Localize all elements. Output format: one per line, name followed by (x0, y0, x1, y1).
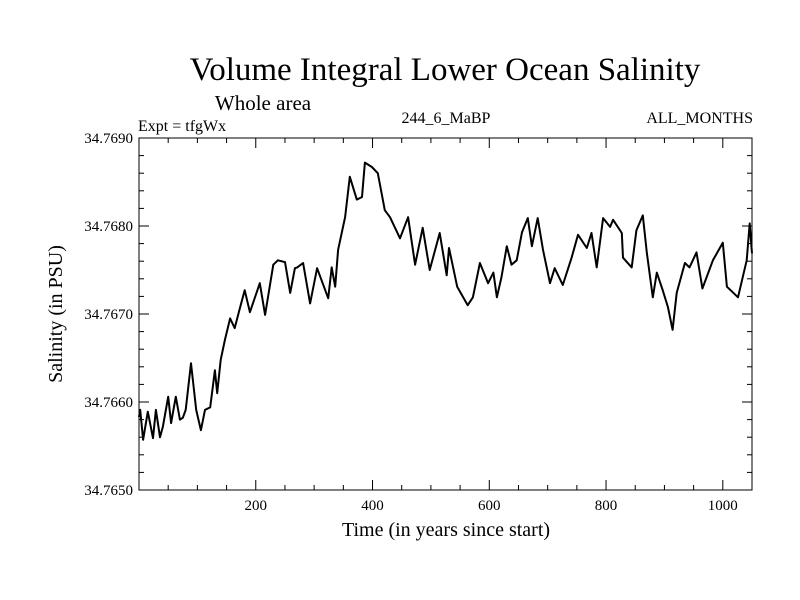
x-tick-label: 1000 (708, 498, 738, 514)
salinity-series-line (138, 161, 753, 441)
axis-ticks (139, 138, 752, 490)
x-axis-label: Time (in years since start) (342, 519, 550, 541)
y-tick-label: 34.7670 (84, 307, 133, 323)
y-tick-labels: 34.7650 34.7660 34.7670 34.7680 34.7690 (84, 131, 133, 499)
y-tick-label: 34.7660 (84, 395, 133, 411)
x-tick-labels: 200 400 600 800 1000 (245, 498, 738, 514)
x-tick-label: 200 (245, 498, 268, 514)
y-axis-label: Salinity (in PSU) (45, 245, 67, 383)
plot-frame (138, 137, 753, 491)
x-tick-label: 400 (361, 498, 384, 514)
x-tick-label: 800 (595, 498, 618, 514)
x-tick-label: 600 (478, 498, 501, 514)
y-tick-label: 34.7680 (84, 219, 133, 235)
y-tick-label: 34.7650 (84, 483, 133, 499)
period-annotation: 244_6_MaBP (402, 110, 491, 127)
months-annotation: ALL_MONTHS (646, 110, 753, 127)
y-tick-label: 34.7690 (84, 131, 133, 147)
chart-subtitle: Whole area (215, 91, 312, 115)
experiment-annotation: Expt = tfgWx (138, 118, 226, 135)
chart-title: Volume Integral Lower Ocean Salinity (190, 52, 701, 88)
